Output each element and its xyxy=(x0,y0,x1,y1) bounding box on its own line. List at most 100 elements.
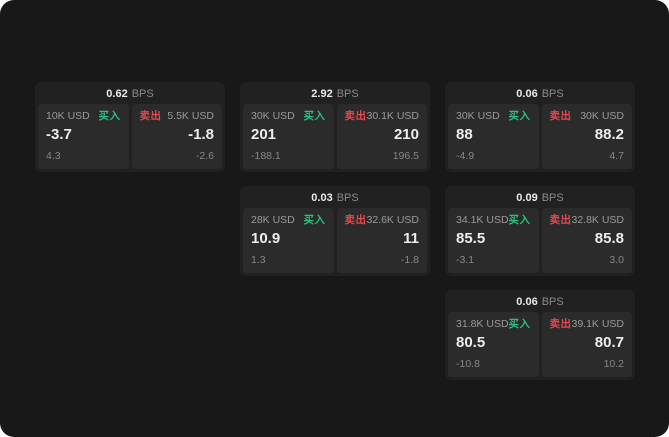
quote-card: 0.06 BPS 31.8K USD 买入 80.5 -10.8 卖出 39.1… xyxy=(445,290,635,380)
sell-delta: 3.0 xyxy=(609,254,624,267)
sell-panel[interactable]: 卖出 30.1K USD 210 196.5 xyxy=(336,104,427,169)
quote-card: 2.92 BPS 30K USD 买入 201 -188.1 卖出 30.1K … xyxy=(240,82,430,172)
sell-panel-top: 卖出 39.1K USD xyxy=(549,318,625,331)
quote-card: 0.03 BPS 28K USD 买入 10.9 1.3 卖出 32.6K US… xyxy=(240,186,430,276)
bps-label: BPS xyxy=(541,88,564,100)
quotes-grid: 0.62 BPS 10K USD 买入 -3.7 4.3 卖出 5.5K USD xyxy=(35,82,635,380)
buy-amount: 28K USD xyxy=(251,214,295,226)
bps-label: BPS xyxy=(131,88,154,100)
sell-panel-top: 卖出 32.6K USD xyxy=(344,214,420,227)
quote-panels: 10K USD 买入 -3.7 4.3 卖出 5.5K USD -1.8 -2.… xyxy=(38,104,222,169)
bps-value: 0.03 xyxy=(311,192,333,204)
bps-label: BPS xyxy=(541,296,564,308)
bps-value: 0.06 xyxy=(516,88,538,100)
bps-value: 0.06 xyxy=(516,296,538,308)
quote-panels: 31.8K USD 买入 80.5 -10.8 卖出 39.1K USD 80.… xyxy=(448,312,632,377)
sell-amount: 32.6K USD xyxy=(366,214,420,226)
buy-button[interactable]: 买入 xyxy=(303,214,326,226)
buy-price: 80.5 xyxy=(456,333,486,351)
sell-delta: -2.6 xyxy=(195,150,214,163)
sell-panel-top: 卖出 30.1K USD xyxy=(344,110,420,123)
buy-panel[interactable]: 34.1K USD 买入 85.5 -3.1 xyxy=(448,208,539,273)
buy-panel[interactable]: 28K USD 买入 10.9 1.3 xyxy=(243,208,334,273)
buy-button[interactable]: 买入 xyxy=(303,110,326,122)
buy-button[interactable]: 买入 xyxy=(508,214,531,226)
sell-panel-top: 卖出 5.5K USD xyxy=(139,110,215,123)
sell-price: 210 xyxy=(393,125,419,143)
quote-panels: 30K USD 买入 201 -188.1 卖出 30.1K USD 210 1… xyxy=(243,104,427,169)
buy-button[interactable]: 买入 xyxy=(98,110,121,122)
sell-delta: 196.5 xyxy=(392,150,419,163)
buy-panel-top: 30K USD 买入 xyxy=(456,110,531,123)
sell-panel[interactable]: 卖出 39.1K USD 80.7 10.2 xyxy=(541,312,632,377)
sell-amount: 39.1K USD xyxy=(571,318,625,330)
buy-panel-top: 30K USD 买入 xyxy=(251,110,326,123)
bps-label: BPS xyxy=(541,192,564,204)
buy-button[interactable]: 买入 xyxy=(508,110,531,122)
sell-panel-top: 卖出 30K USD xyxy=(549,110,625,123)
bps-header: 0.03 BPS xyxy=(243,189,427,208)
sell-panel[interactable]: 卖出 30K USD 88.2 4.7 xyxy=(541,104,632,169)
bps-value: 0.62 xyxy=(106,88,128,100)
buy-delta: 1.3 xyxy=(251,254,266,267)
buy-button[interactable]: 买入 xyxy=(508,318,531,330)
buy-price: 10.9 xyxy=(251,229,281,247)
buy-panel[interactable]: 31.8K USD 买入 80.5 -10.8 xyxy=(448,312,539,377)
buy-panel[interactable]: 10K USD 买入 -3.7 4.3 xyxy=(38,104,129,169)
bps-header: 2.92 BPS xyxy=(243,85,427,104)
sell-delta: -1.8 xyxy=(400,254,419,267)
buy-delta: -10.8 xyxy=(456,358,480,371)
quote-panels: 34.1K USD 买入 85.5 -3.1 卖出 32.8K USD 85.8… xyxy=(448,208,632,273)
sell-panel-top: 卖出 32.8K USD xyxy=(549,214,625,227)
sell-amount: 5.5K USD xyxy=(167,110,214,122)
buy-amount: 34.1K USD xyxy=(456,214,509,226)
sell-panel[interactable]: 卖出 5.5K USD -1.8 -2.6 xyxy=(131,104,222,169)
sell-delta: 10.2 xyxy=(603,358,624,371)
buy-delta: 4.3 xyxy=(46,150,61,163)
sell-price: 88.2 xyxy=(594,125,624,143)
bps-header: 0.06 BPS xyxy=(448,85,632,104)
sell-price: -1.8 xyxy=(188,125,214,143)
sell-price: 11 xyxy=(403,229,419,247)
sell-panel[interactable]: 卖出 32.8K USD 85.8 3.0 xyxy=(541,208,632,273)
bps-value: 2.92 xyxy=(311,88,333,100)
buy-panel[interactable]: 30K USD 买入 88 -4.9 xyxy=(448,104,539,169)
sell-delta: 4.7 xyxy=(609,150,624,163)
sell-price: 80.7 xyxy=(594,333,624,351)
sell-amount: 32.8K USD xyxy=(571,214,625,226)
buy-panel-top: 31.8K USD 买入 xyxy=(456,318,531,331)
sell-price: 85.8 xyxy=(594,229,624,247)
sell-button[interactable]: 卖出 xyxy=(139,110,162,122)
buy-amount: 31.8K USD xyxy=(456,318,509,330)
quote-panels: 28K USD 买入 10.9 1.3 卖出 32.6K USD 11 -1.8 xyxy=(243,208,427,273)
buy-price: -3.7 xyxy=(46,125,72,143)
buy-delta: -3.1 xyxy=(456,254,475,267)
buy-panel[interactable]: 30K USD 买入 201 -188.1 xyxy=(243,104,334,169)
buy-panel-top: 34.1K USD 买入 xyxy=(456,214,531,227)
buy-delta: -188.1 xyxy=(251,150,281,163)
sell-button[interactable]: 卖出 xyxy=(344,110,367,122)
sell-button[interactable]: 卖出 xyxy=(344,214,367,226)
bps-header: 0.06 BPS xyxy=(448,293,632,312)
buy-panel-top: 28K USD 买入 xyxy=(251,214,326,227)
buy-amount: 10K USD xyxy=(46,110,90,122)
sell-panel[interactable]: 卖出 32.6K USD 11 -1.8 xyxy=(336,208,427,273)
sell-button[interactable]: 卖出 xyxy=(549,110,572,122)
bps-label: BPS xyxy=(336,88,359,100)
buy-price: 88 xyxy=(456,125,473,143)
sell-button[interactable]: 卖出 xyxy=(549,318,572,330)
buy-panel-top: 10K USD 买入 xyxy=(46,110,121,123)
quote-card: 0.62 BPS 10K USD 买入 -3.7 4.3 卖出 5.5K USD xyxy=(35,82,225,172)
buy-amount: 30K USD xyxy=(251,110,295,122)
bps-label: BPS xyxy=(336,192,359,204)
buy-delta: -4.9 xyxy=(456,150,475,163)
bps-header: 0.09 BPS xyxy=(448,189,632,208)
buy-price: 201 xyxy=(251,125,277,143)
bps-value: 0.09 xyxy=(516,192,538,204)
sell-button[interactable]: 卖出 xyxy=(549,214,572,226)
quote-card: 0.06 BPS 30K USD 买入 88 -4.9 卖出 30K USD xyxy=(445,82,635,172)
sell-amount: 30K USD xyxy=(580,110,624,122)
buy-amount: 30K USD xyxy=(456,110,500,122)
sell-amount: 30.1K USD xyxy=(366,110,420,122)
